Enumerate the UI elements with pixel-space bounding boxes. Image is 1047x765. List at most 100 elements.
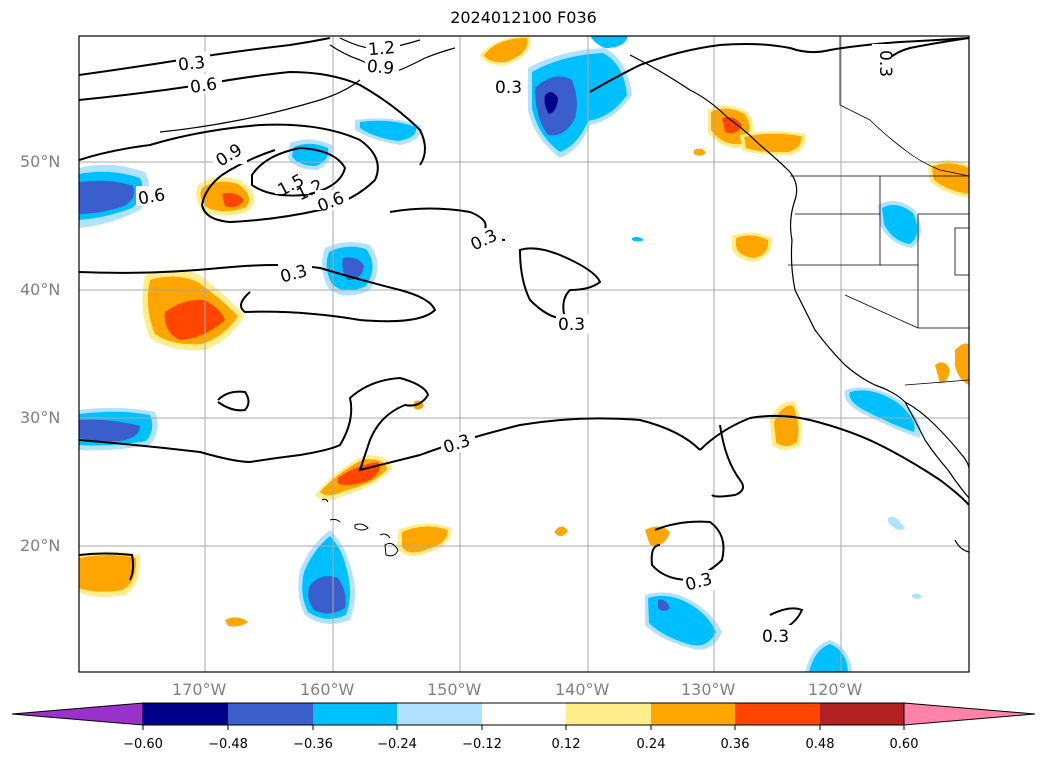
- colorbar-tick-label: −0.36: [293, 737, 333, 752]
- colorbar-tick-label: 0.36: [720, 737, 750, 752]
- contour-line: [589, 37, 969, 93]
- negative-anomaly: [79, 419, 140, 442]
- negative-anomaly: [912, 593, 922, 599]
- hawaii-islands: [321, 498, 399, 557]
- positive-anomaly: [932, 163, 969, 194]
- negative-anomaly: [590, 36, 628, 48]
- contour-line: [518, 247, 602, 320]
- lon-label: 150°W: [427, 680, 482, 699]
- colorbar-tick-label: −0.60: [123, 737, 163, 752]
- alaska-peninsula: [159, 79, 361, 133]
- lon-label: 140°W: [555, 680, 610, 699]
- contour-line: [79, 376, 701, 472]
- contour-label: 0.9: [366, 57, 395, 79]
- contour-label: 0.6: [189, 74, 219, 98]
- negative-anomaly: [360, 120, 417, 141]
- colorbar-segment: [397, 703, 482, 725]
- contour-line: [79, 264, 437, 323]
- contour-line: [79, 552, 135, 581]
- contour-line: [251, 146, 347, 197]
- negative-anomaly: [79, 180, 135, 214]
- positive-anomaly: [736, 235, 769, 258]
- colorbar-segment: [482, 703, 566, 725]
- bc-coast: [789, 171, 798, 241]
- baja-coast: [904, 401, 969, 499]
- lon-label: 130°W: [681, 680, 736, 699]
- contour-label: 0.3: [762, 627, 789, 647]
- negative-anomaly: [882, 204, 918, 244]
- colorbar-max-extend: [903, 702, 1036, 726]
- contour-lines: [79, 37, 969, 631]
- colorbar-tick-label: 0.60: [889, 737, 919, 752]
- colorbar-tick-label: −0.12: [462, 737, 502, 752]
- gridlines: [79, 36, 969, 672]
- state-border: [880, 213, 969, 266]
- positive-anomaly: [694, 148, 706, 156]
- contour-label: 1.2: [367, 38, 396, 60]
- map-plot-area: 0.3 0.6 1.2 0.9 0.9 0.6 1.5 1.2 0.6 0.3 …: [79, 36, 969, 672]
- colorbar-tick-label: 0.48: [805, 737, 835, 752]
- us-mexico-border: [904, 379, 969, 386]
- colorbar-min-extend: [11, 702, 144, 726]
- positive-anomaly: [935, 362, 950, 383]
- positive-anomaly: [484, 38, 528, 63]
- negative-anomaly: [292, 143, 329, 166]
- positive-anomaly: [79, 555, 137, 592]
- colorbar-segment: [820, 703, 904, 725]
- negative-anomaly: [849, 390, 915, 432]
- us-west-coast: [790, 239, 906, 403]
- positive-anomaly: [222, 192, 244, 208]
- contour-line: [711, 424, 745, 498]
- map-frame: [78, 35, 970, 673]
- mexico-coast: [954, 539, 969, 553]
- colorbar-segment: [143, 703, 228, 725]
- negative-anomaly: [888, 516, 905, 530]
- negative-anomaly: [658, 599, 670, 611]
- contour-label: 0.3: [177, 53, 206, 76]
- colorbar-tick-label: 0.24: [636, 737, 666, 752]
- negative-anomaly: [308, 576, 346, 614]
- positive-anomaly: [225, 617, 248, 627]
- colorbar-segment: [313, 703, 397, 725]
- lon-label: 120°W: [808, 680, 863, 699]
- positive-anomaly: [164, 299, 225, 340]
- positive-anomaly: [722, 117, 742, 134]
- lon-label: 170°W: [172, 680, 227, 699]
- map-title: 2024012100 F036: [450, 8, 597, 27]
- contour-line: [217, 390, 250, 412]
- contour-label: 0.6: [137, 185, 167, 209]
- colorbar-segment: [228, 703, 313, 725]
- contour-line: [79, 123, 379, 224]
- negative-anomaly: [632, 236, 644, 242]
- alaska-canada-border: [839, 36, 969, 177]
- colorbar-tick-label: −0.48: [208, 737, 248, 752]
- negative-anomaly: [342, 257, 364, 280]
- lat-label: 20°N: [20, 536, 61, 555]
- se-alaska-coast: [629, 54, 791, 173]
- lat-label: 40°N: [20, 280, 61, 299]
- positive-anomaly: [645, 526, 670, 546]
- positive-anomaly: [555, 526, 568, 537]
- colorbar-tick-label: 0.12: [551, 737, 581, 752]
- colorbar-segment: [735, 703, 820, 725]
- colorbar: [11, 702, 1036, 730]
- lat-label: 30°N: [20, 408, 61, 427]
- contour-label: 0.3: [875, 50, 895, 77]
- lat-label: 50°N: [20, 152, 61, 171]
- colorbar-segment: [566, 703, 651, 725]
- contour-label: 0.3: [558, 315, 585, 335]
- gulf-california: [904, 401, 969, 469]
- positive-anomaly: [955, 343, 969, 385]
- contour-label: 0.3: [495, 78, 522, 98]
- shaded-anomalies: [79, 36, 969, 672]
- negative-anomaly: [809, 644, 848, 672]
- contour-line: [699, 414, 969, 506]
- contour-line: [79, 70, 426, 166]
- lon-label: 160°W: [300, 680, 355, 699]
- contour-line: [201, 149, 276, 206]
- positive-anomaly: [744, 133, 802, 153]
- colorbar-segment: [651, 703, 735, 725]
- negative-anomaly: [544, 92, 558, 114]
- contour-line: [79, 37, 331, 76]
